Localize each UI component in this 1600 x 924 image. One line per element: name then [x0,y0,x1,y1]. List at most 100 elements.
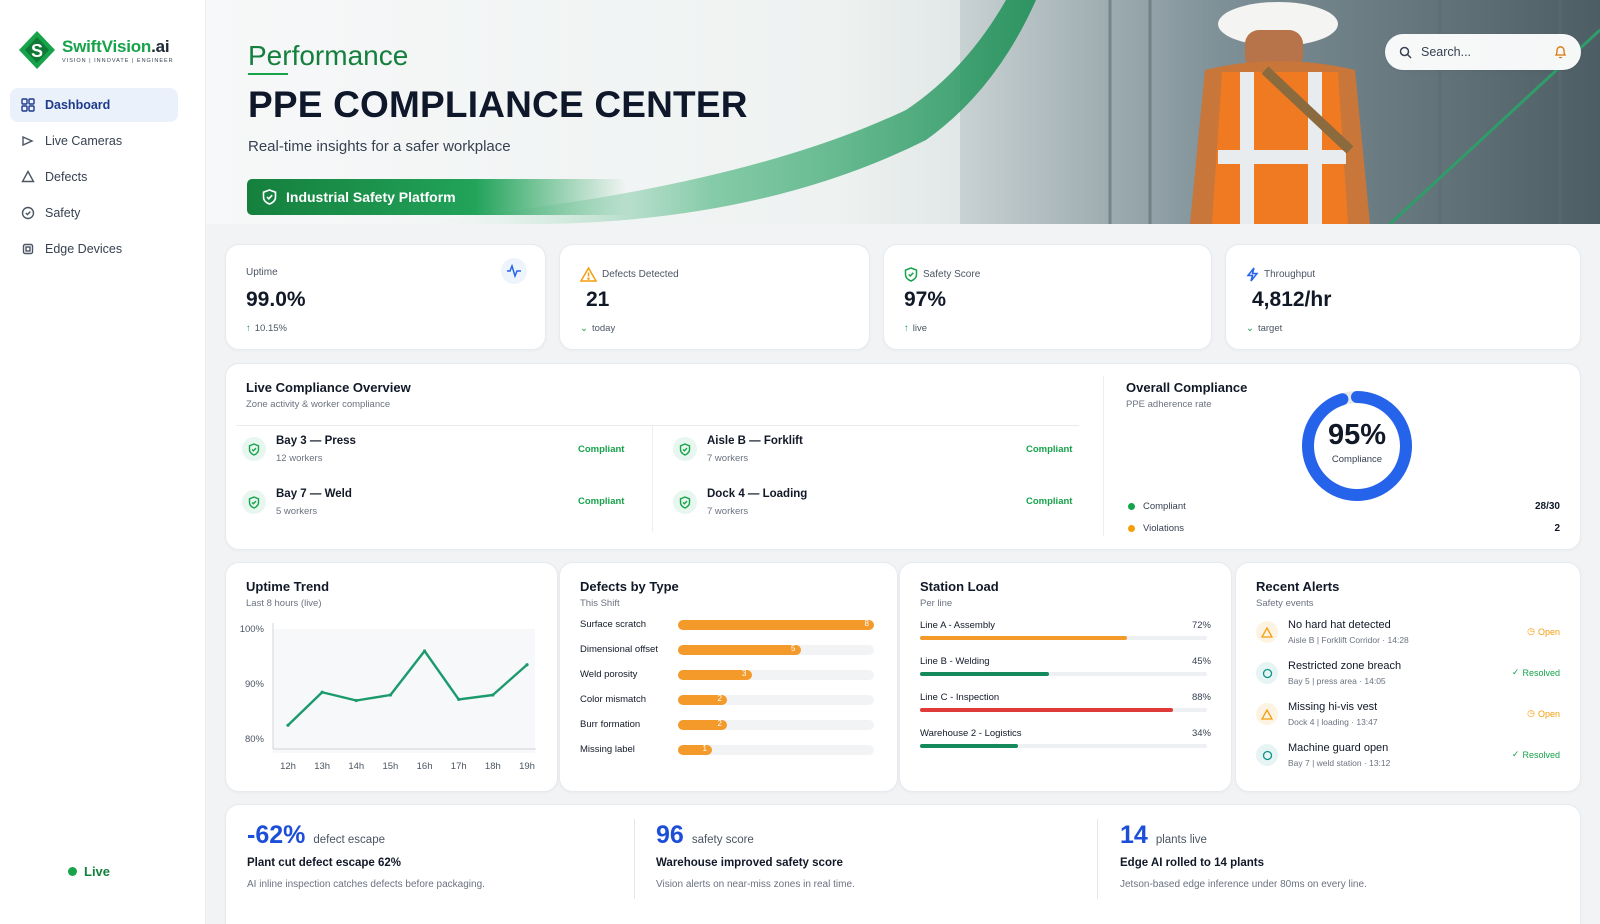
alert-item[interactable]: No hard hat detected Aisle B | Forklift C… [1256,619,1409,645]
donut-value: 95% [1327,419,1387,451]
legend-label: Compliant [1143,501,1186,512]
load-bar [920,744,1018,748]
load-track [920,708,1207,712]
search-bar[interactable]: Search... [1385,34,1581,70]
impact-stats-card: -62% defect escape Plant cut defect escap… [225,804,1581,924]
kpi-value: 21 [586,288,610,311]
bar[interactable]: 3 [678,669,752,680]
chip-icon [22,243,34,255]
alert-item[interactable]: Missing hi-vis vest Dock 4 | loading · 13… [1256,701,1378,727]
sidebar-item-safety[interactable]: Safety [10,196,178,230]
zone-row[interactable]: Dock 4 — Loading 7 workers [673,488,807,517]
alert-title: No hard hat detected [1288,619,1391,631]
alert-title: Missing hi-vis vest [1288,701,1378,713]
zone-workers: 7 workers [707,453,749,464]
sidebar: S SwiftVision.ai VISION | INNOVATE | ENG… [0,0,206,924]
bar-track: 5 [678,644,874,655]
sidebar-item-label: Edge Devices [45,242,123,256]
sidebar-item-defects[interactable]: Defects [10,160,178,194]
platform-badge-label: Industrial Safety Platform [286,189,456,205]
bar[interactable]: 1 [678,744,712,755]
kpi-foot: 10.15% [254,323,287,334]
zone-workers: 5 workers [276,506,318,517]
bar-value-label: 1 [702,744,707,753]
station-label: Line C - Inspection [920,692,1000,703]
alert-status-label: Open [1537,708,1560,719]
bar-track: 2 [678,694,874,705]
alert-status-label: Resolved [1522,749,1560,760]
bar-value-label: 5 [791,644,796,653]
load-bar [920,672,1050,676]
search-icon [1399,46,1412,59]
legend-value: 2 [1554,523,1560,534]
zone-row[interactable]: Aisle B — Forklift 7 workers [673,435,803,464]
donut-caption: Compliance [1331,454,1383,465]
info-circle-icon [1256,744,1278,766]
bolt-icon [1246,267,1259,282]
kpi-foot: live [912,323,928,334]
alert-title: Machine guard open [1288,742,1389,754]
section-title: Live Compliance Overview [246,380,411,395]
zone-row[interactable]: Bay 3 — Press 12 workers [242,435,356,464]
alert-item[interactable]: Restricted zone breach Bay 5 | press area… [1256,660,1401,686]
sidebar-item-edge-devices[interactable]: Edge Devices [10,232,178,266]
section-title: Uptime Trend [246,579,330,594]
kpi-card-defects[interactable]: Defects Detected 21 ⌄ today [559,244,870,350]
hero-subtitle: Real-time insights for a safer workplace [248,138,511,155]
arrow-up-icon: ↑ [904,323,909,334]
x-tick-label: 15h [382,761,398,772]
bar-label: Color mismatch [580,694,646,705]
shield-check-icon [242,490,266,514]
impact-stat: -62% defect escape Plant cut defect escap… [247,821,485,890]
bar[interactable]: 8 [678,619,874,630]
bar-track: 3 [678,669,874,680]
sidebar-item-label: Live Cameras [45,134,123,148]
uptime-line-chart: 100% 90% 80% 12h 13h 14h 15h 16h 17h 18h 19h [240,623,536,772]
kpi-card-throughput[interactable]: Throughput 4,812/hr ⌄ target [1225,244,1581,350]
x-tick-label: 19h [519,761,535,772]
bell-icon[interactable] [1554,45,1567,59]
legend-label: Violations [1143,523,1185,534]
alert-title: Restricted zone breach [1288,660,1402,672]
bar-value-label: 3 [742,669,747,678]
legend-value: 28/30 [1534,501,1560,512]
bar[interactable]: 2 [678,694,727,705]
platform-badge: Industrial Safety Platform [247,179,627,215]
sidebar-item-live-cameras[interactable]: Live Cameras [10,124,178,158]
legend-violations: Violations [1128,523,1184,534]
section-title: Station Load [920,579,999,594]
legend-dot-icon [1128,525,1135,532]
alert-item[interactable]: Machine guard open Bay 7 | weld station ·… [1256,742,1390,768]
load-track [920,636,1207,640]
clock-icon: ◷ [1527,626,1535,636]
section-title: Defects by Type [580,579,679,594]
alert-meta: Bay 5 | press area · 14:05 [1288,676,1386,686]
y-tick-label: 90% [245,679,265,690]
sidebar-item-dashboard[interactable]: Dashboard [10,88,178,122]
zone-row[interactable]: Bay 7 — Weld 5 workers [242,488,352,517]
station-label: Warehouse 2 - Logistics [920,728,1022,739]
alert-meta: Aisle B | Forklift Corridor · 14:28 [1288,635,1409,645]
stat-description: Vision alerts on near-miss zones in real… [656,879,855,890]
hero-swoosh [386,0,1036,224]
kpi-card-safety-score[interactable]: Safety Score 97% ↑ live [883,244,1212,350]
zone-name: Bay 3 — Press [276,435,356,447]
search-input[interactable]: Search... [1421,45,1472,59]
section-title: Recent Alerts [1256,579,1340,594]
stat-unit: plants live [1155,834,1207,846]
alert-status-label: Open [1537,626,1560,637]
kpi-card-uptime[interactable]: Uptime 99.0% ↑ 10.15% [225,244,546,350]
grid-icon [21,98,35,112]
section-subtitle: Safety events [1256,598,1314,609]
bar[interactable]: 2 [678,719,727,730]
section-subtitle: Last 8 hours (live) [246,598,322,609]
hero-banner: Performance PPE COMPLIANCE CENTER Real-t… [206,0,1600,224]
bar[interactable]: 5 [678,644,801,655]
page-title: PPE COMPLIANCE CENTER [248,84,748,125]
defects-by-type-card: Defects by Type This Shift Surface scrat… [559,562,898,792]
impact-stat: 14 plants live Edge AI rolled to 14 plant… [1120,821,1367,890]
brand-suffix: .ai [151,36,170,56]
warning-icon [1256,703,1278,725]
worker-photo [960,0,1600,224]
brand-logo[interactable]: S SwiftVision.ai VISION | INNOVATE | ENG… [18,30,174,70]
